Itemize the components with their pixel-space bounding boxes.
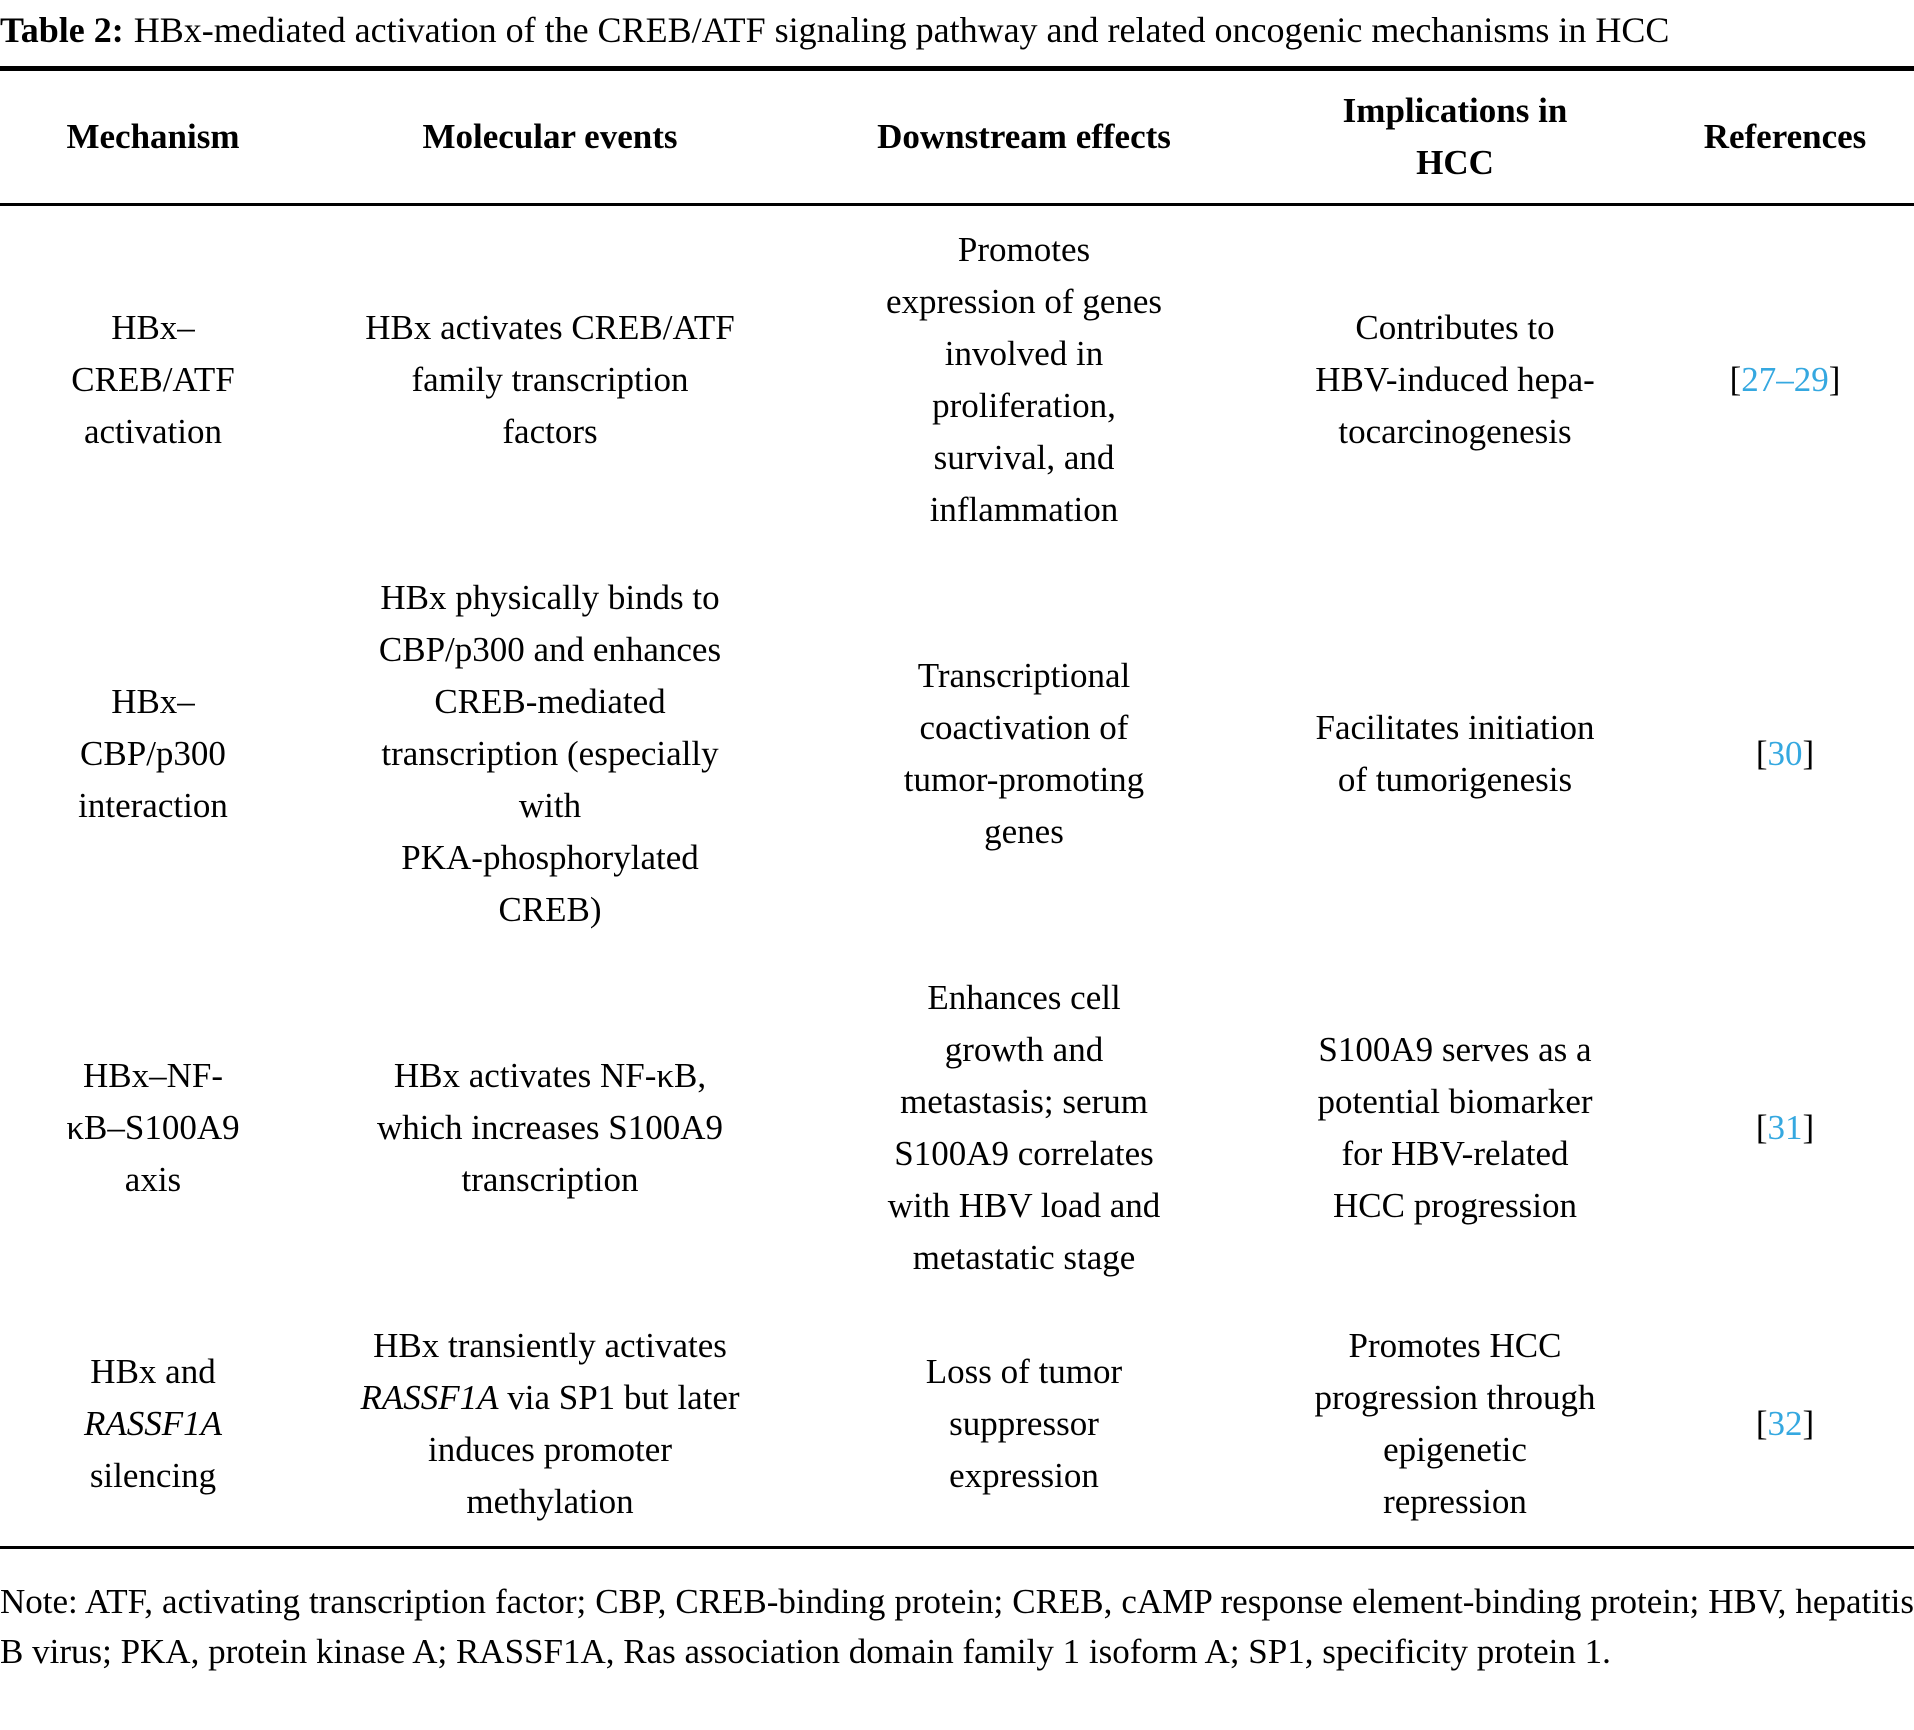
cell-molecular-events: HBx physically binds to CBP/p300 and enh…	[378, 578, 722, 929]
cell-references: [32]	[1656, 1302, 1914, 1548]
text-segment: RASSF1A	[83, 1404, 223, 1443]
cell-references: [31]	[1656, 954, 1914, 1302]
col-header-molecular-events: Molecular events	[306, 68, 794, 206]
cell-mechanism: HBx and RASSF1A silencing	[0, 1302, 306, 1548]
cell-mechanism: HBx– CBP/p300 interaction	[78, 682, 228, 825]
cell-implications: Promotes HCC progression through epigene…	[1314, 1326, 1596, 1521]
cell-downstream-effects: Enhances cell growth and metastasis; ser…	[887, 978, 1161, 1277]
cell-references: [30]	[1656, 554, 1914, 954]
table-row-hbx-cbp-p300-interaction: HBx– CBP/p300 interaction HBx physically…	[0, 554, 1914, 954]
table-caption-label: Table 2:	[0, 10, 124, 50]
reference-link[interactable]: 31	[1767, 1108, 1803, 1147]
text-segment: HBx transiently activates	[373, 1326, 727, 1365]
text-segment: ]	[1828, 360, 1841, 399]
text-segment: via SP1 but later induces promoter methy…	[428, 1378, 740, 1521]
text-segment: ]	[1802, 1108, 1815, 1147]
col-header-downstream-effects: Downstream effects	[794, 68, 1254, 206]
mechanisms-table: Mechanism Molecular events Downstream ef…	[0, 66, 1914, 1549]
cell-mechanism: HBx–NF- κB–S100A9 axis	[66, 1056, 240, 1199]
text-segment: [	[1755, 734, 1768, 773]
cell-references: [27–29]	[1656, 205, 1914, 555]
table-caption-text: HBx-mediated activation of the CREB/ATF …	[133, 10, 1670, 50]
text-segment: [	[1755, 1404, 1768, 1443]
reference-link[interactable]: 27–29	[1741, 360, 1829, 399]
table-note: Note: ATF, activating transcription fact…	[0, 1582, 1914, 1671]
cell-implications: Contributes to HBV-induced hepa- tocarci…	[1315, 308, 1595, 451]
cell-molecular-events: HBx transiently activates RASSF1A via SP…	[306, 1302, 794, 1548]
cell-mechanism: HBx– CREB/ATF activation	[71, 308, 235, 451]
col-header-references: References	[1656, 68, 1914, 206]
text-segment: HBx and	[90, 1352, 216, 1391]
table-row-hbx-rassf1a-silencing: HBx and RASSF1A silencing HBx transientl…	[0, 1302, 1914, 1548]
reference-link[interactable]: 32	[1767, 1404, 1803, 1443]
cell-downstream-effects: Transcriptional coactivation of tumor-pr…	[903, 656, 1145, 851]
reference-link[interactable]: 30	[1767, 734, 1803, 773]
cell-molecular-events: HBx activates CREB/ATF family transcript…	[365, 308, 735, 451]
col-header-mechanism: Mechanism	[0, 68, 306, 206]
col-header-implications: Implications in HCC	[1254, 68, 1656, 206]
table-caption: Table 2: HBx-mediated activation of the C…	[0, 0, 1914, 66]
table-row-hbx-nfkb-s100a9-axis: HBx–NF- κB–S100A9 axis HBx activates NF-…	[0, 954, 1914, 1302]
cell-downstream-effects: Promotes expression of genes involved in…	[885, 230, 1163, 529]
text-segment: ]	[1802, 1404, 1815, 1443]
text-segment: [	[1755, 1108, 1768, 1147]
table-row-hbx-creb-atf-activation: HBx– CREB/ATF activation HBx activates C…	[0, 205, 1914, 555]
cell-downstream-effects: Loss of tumor suppressor expression	[925, 1352, 1123, 1495]
text-segment: ]	[1802, 734, 1815, 773]
cell-implications: S100A9 serves as a potential biomarker f…	[1317, 1030, 1593, 1225]
text-segment: silencing	[89, 1456, 217, 1495]
document-page: Table 2: HBx-mediated activation of the C…	[0, 0, 1914, 1671]
text-segment: RASSF1A	[360, 1378, 499, 1417]
cell-molecular-events: HBx activates NF-κB, which increases S10…	[376, 1056, 724, 1199]
cell-implications: Facilitates initiation of tumorigenesis	[1315, 708, 1595, 799]
text-segment: [	[1729, 360, 1742, 399]
header-row: Mechanism Molecular events Downstream ef…	[0, 68, 1914, 206]
